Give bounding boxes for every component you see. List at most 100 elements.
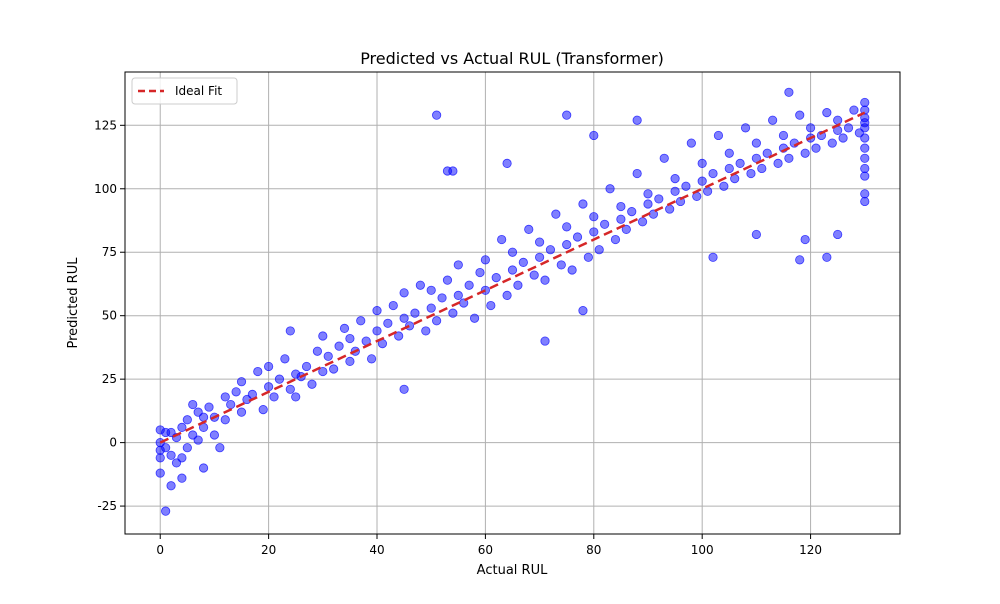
scatter-point [480, 255, 491, 265]
scatter-point [545, 245, 556, 255]
scatter-point [654, 194, 664, 204]
scatter-point [529, 270, 539, 280]
scatter-point [784, 153, 794, 163]
scatter-point [383, 318, 393, 328]
scatter-point [860, 171, 870, 181]
y-tick-label: 50 [102, 309, 117, 323]
scatter-point [600, 219, 610, 229]
scatter-point [193, 435, 203, 445]
scatter-point [166, 450, 176, 460]
scatter-point [805, 123, 816, 133]
plot-frame [124, 71, 901, 535]
scatter-point [198, 463, 209, 473]
scatter-point [356, 316, 366, 326]
scatter-point [616, 214, 626, 224]
scatter-point [394, 331, 404, 341]
scatter-point [415, 280, 425, 290]
scatter-point [751, 138, 761, 148]
scatter-point [323, 351, 333, 361]
scatter-point [177, 453, 187, 463]
scatter-point [540, 336, 550, 346]
scatter-point [534, 237, 545, 247]
scatter-point [399, 288, 409, 298]
scatter-point [616, 201, 626, 212]
scatter-point [155, 468, 165, 478]
scatter-point [843, 123, 854, 133]
scatter-point [285, 326, 295, 336]
scatter-point [486, 300, 496, 311]
scatter-point [448, 308, 458, 318]
scatter-point [708, 252, 718, 262]
scatter-point [670, 186, 680, 196]
scatter-point [491, 273, 501, 283]
scatter-point [280, 354, 290, 364]
scatter-point [735, 158, 745, 168]
scatter-point [269, 392, 279, 402]
scatter-point [708, 168, 718, 179]
scatter-point [578, 199, 588, 209]
y-tick-label: 0 [109, 436, 117, 450]
ideal-fit-line-layer [159, 111, 866, 444]
scatter-point [583, 252, 593, 262]
scatter-point [236, 377, 247, 387]
scatter-point [166, 481, 176, 491]
scatter-point [253, 366, 263, 377]
scatter-point [421, 326, 431, 336]
y-tick-label: 125 [94, 118, 117, 132]
scatter-point [800, 148, 810, 158]
scatter-point [562, 110, 572, 120]
scatter-point [860, 196, 870, 207]
scatter-point [345, 356, 355, 366]
scatter-point [307, 379, 317, 389]
scatter-point [719, 181, 729, 191]
scatter-point [220, 392, 230, 402]
scatter-point [161, 443, 171, 453]
scatter-point [236, 407, 247, 417]
scatter-point [442, 275, 453, 285]
scatter-point [773, 158, 783, 168]
scatter-point [860, 189, 870, 199]
grid-lines [125, 72, 900, 534]
legend: Ideal Fit [131, 77, 238, 105]
scatter-point [795, 255, 805, 265]
scatter-point [833, 229, 843, 240]
scatter-point [231, 387, 241, 397]
scatter-point [258, 405, 268, 415]
scatter-point [209, 430, 220, 440]
scatter-point [795, 110, 805, 120]
scatter-point [226, 399, 236, 410]
scatter-point [182, 415, 192, 425]
scatter-point [860, 153, 870, 163]
scatter-point [860, 123, 870, 133]
scatter-point [188, 399, 198, 410]
scatter-point [502, 158, 512, 168]
scatter-point [627, 207, 637, 217]
scatter-point [556, 260, 566, 270]
x-tick-label: 80 [586, 543, 601, 557]
legend-box [131, 77, 238, 105]
ideal-fit-line [159, 111, 866, 444]
scatter-point [166, 427, 176, 438]
scatter-point [469, 313, 480, 323]
scatter-point [291, 392, 301, 402]
scatter-point [637, 217, 648, 227]
scatter-point [264, 361, 274, 372]
scatter-point [822, 108, 832, 118]
scatter-point [713, 130, 724, 141]
y-tick-label: 25 [102, 372, 117, 386]
scatter-point [453, 260, 463, 270]
scatter-point [301, 361, 312, 372]
scatter-point [740, 123, 751, 133]
scatter-point [800, 234, 810, 245]
scatter-point [827, 138, 837, 148]
scatter-point [161, 506, 171, 516]
x-tick-label: 20 [261, 543, 276, 557]
scatter-point [762, 148, 772, 158]
scatter-point [339, 323, 350, 333]
scatter-point [784, 87, 794, 97]
scatter-point [632, 168, 642, 179]
scatter-point [507, 247, 518, 257]
scatter-point [475, 267, 485, 278]
scatter-point [215, 443, 225, 453]
